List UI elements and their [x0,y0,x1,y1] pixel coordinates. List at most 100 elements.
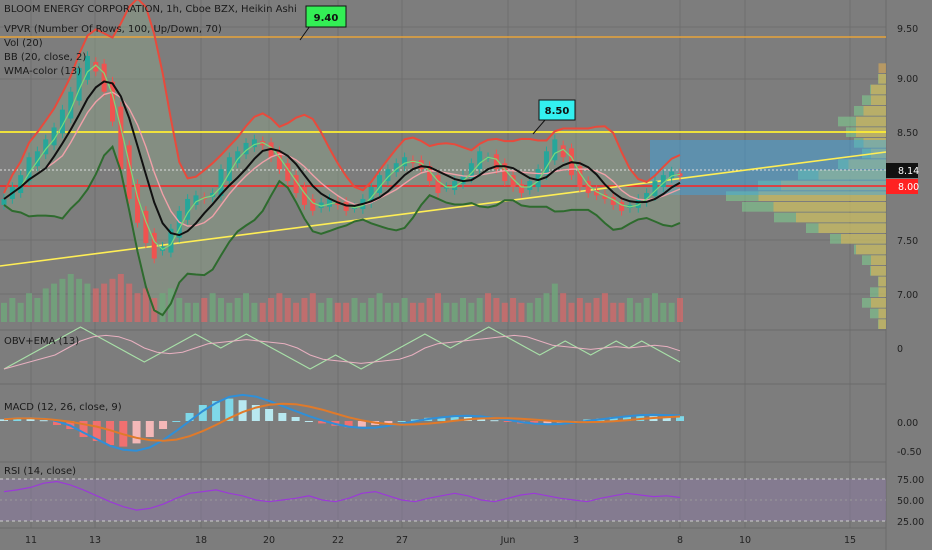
obv-ema-line [3,334,681,370]
x-tick: 20 [263,535,275,546]
macd-hist-bar [676,416,684,421]
volume-bar [84,283,91,322]
candle-body [126,145,132,199]
trend-line [0,151,887,267]
y-tick: 8.50 [897,128,918,139]
volume-bar [101,283,108,322]
high-tag-text: 9.40 [314,13,339,24]
vp-down-bar [871,266,886,276]
indicator-wma: WMA-color (13) [4,66,81,77]
volume-bar [343,302,350,322]
volume-bar [635,302,642,322]
macd-signal-line [3,402,681,442]
candle-body [226,157,232,182]
vp-down-bar [863,138,886,148]
volume-bar [201,298,208,322]
candle-body [619,201,625,211]
candle-body [101,63,107,92]
volume-bar [92,288,99,322]
level-price-tag: 8.00 [898,182,919,193]
indicator-bb: BB (20, close, 2) [4,52,86,63]
volume-bar [59,278,66,322]
vp-up-bar [870,308,886,319]
wma-line [3,80,681,237]
volume-bar [184,302,191,322]
macd-hist-bar [503,421,512,422]
obv-pane-label: OBV+EMA (13) [4,336,79,347]
macd-hist-bar [53,421,62,425]
macd-hist-bar [609,417,618,421]
y-tick: 7.00 [897,290,918,301]
candle-body [510,175,516,188]
volume-bar [276,293,283,322]
vp-down-bar [758,191,886,201]
candle-body [635,198,641,208]
x-tick: 13 [89,535,101,546]
candle-body [18,175,24,193]
candle-body [560,145,566,158]
candle-body [418,160,424,170]
candle-body [218,169,224,196]
candle-body [326,198,332,207]
candle-body [435,175,441,193]
macd-hist-bar [291,417,300,421]
candle-body [293,175,299,193]
macd-line [3,393,681,452]
candle-body [377,175,383,193]
volume-bar [501,302,508,322]
vp-up-bar [870,287,886,297]
candle-body [243,142,249,155]
candle-body [310,198,316,211]
bb-lower-line [3,144,681,317]
macd-hist-bar [39,420,48,422]
candle-body [109,81,115,122]
volume-bar [443,302,450,322]
volume-bar [585,302,592,322]
volume-bar [409,302,416,322]
volume-bar [510,298,517,322]
volume-bar [268,298,275,322]
rsi-tick: 25.00 [897,517,924,528]
macd-hist-bar [132,421,141,444]
vp-down-bar [871,84,886,95]
candle-body [193,195,199,205]
volume-bar [9,298,16,322]
candle-body [135,184,141,223]
volume-bar [117,274,124,322]
macd-hist-bar [477,418,486,421]
candle-body [452,181,458,191]
obv-tick: 0 [897,344,903,355]
volume-bar [293,302,300,322]
volume-bar [476,298,483,322]
volume-bar [485,293,492,322]
volume-bar [226,302,233,322]
rsi-line [3,480,681,511]
macd-pane-label: MACD (12, 26, close, 9) [4,402,122,413]
volume-bar [301,298,308,322]
candle-body [485,157,491,159]
candle-body [602,194,608,199]
candle-body [185,198,191,220]
volume-bar [42,288,49,322]
indicator-vol: Vol (20) [4,38,43,49]
volume-profile [650,63,886,329]
vp-down-bar [773,202,886,212]
volume-bar [76,278,83,322]
volume-bar [243,293,250,322]
macd-tick: 0.00 [897,418,918,429]
candle-body [318,202,324,208]
candle-body [585,181,591,193]
macd-hist-bar [318,421,327,424]
vp-down-bar [878,63,886,73]
vp-down-bar [878,276,886,287]
macd-hist-bar [410,419,419,421]
price-axis: 9.50 9.00 8.50 7.50 7.00 8.14 8.00 0 0.0… [886,24,924,528]
volume-bar [618,302,625,322]
volume-bar [209,293,216,322]
volume-bar [34,298,41,322]
volume-bar [468,302,475,322]
rsi-band [0,479,886,521]
volume-bar [51,283,58,322]
candle-body [251,139,257,148]
volume-bar [234,298,241,322]
